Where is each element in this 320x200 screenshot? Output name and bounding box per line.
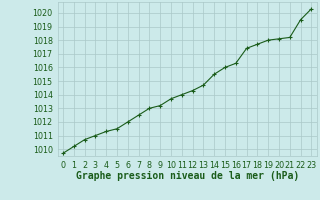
X-axis label: Graphe pression niveau de la mer (hPa): Graphe pression niveau de la mer (hPa) bbox=[76, 171, 299, 181]
